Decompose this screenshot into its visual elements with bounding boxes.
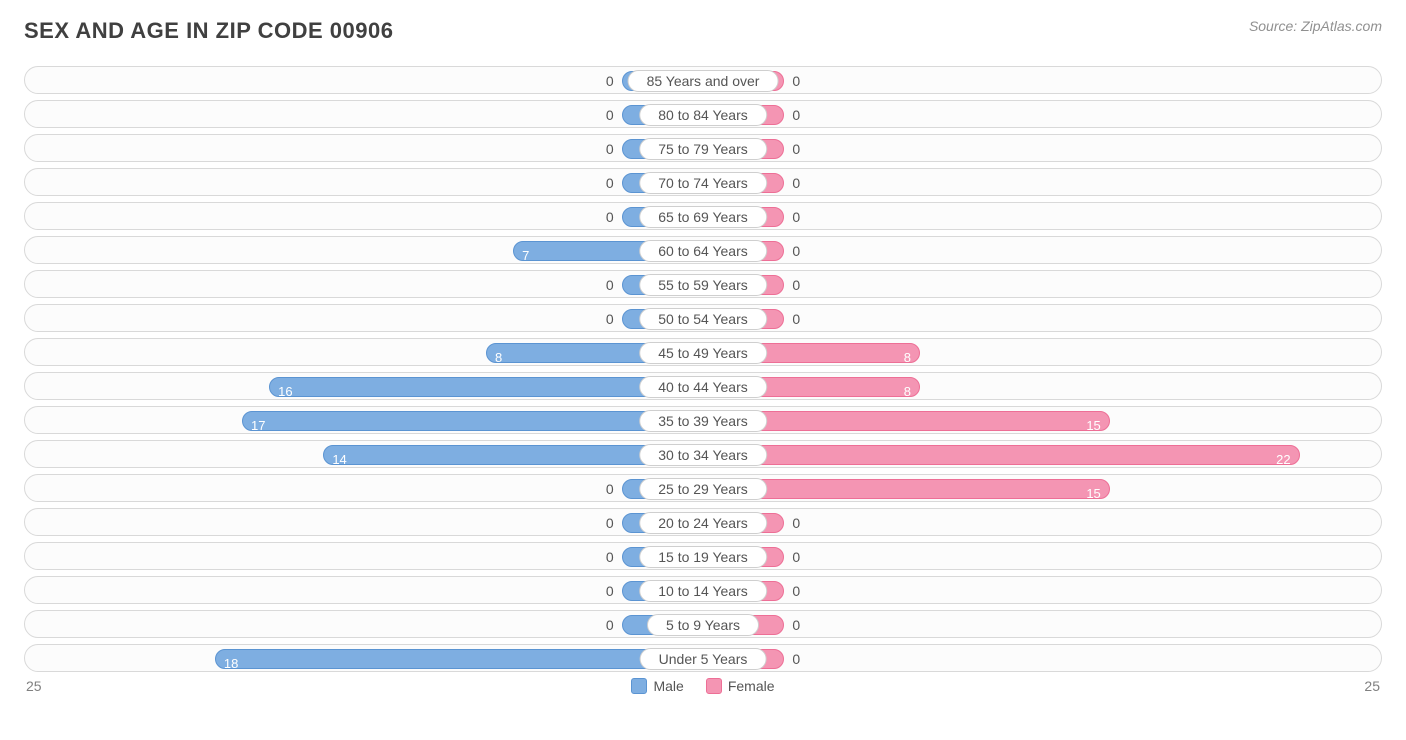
female-value: 0 [792,207,800,227]
age-row: 0 0 75 to 79 Years [24,134,1382,162]
axis-right-max: 25 [1364,678,1380,694]
male-value: 8 [495,348,502,368]
age-label: 80 to 84 Years [639,104,767,126]
male-value: 17 [251,416,265,436]
female-value: 0 [792,615,800,635]
age-label: 30 to 34 Years [639,444,767,466]
age-label: 45 to 49 Years [639,342,767,364]
male-value: 16 [278,382,292,402]
legend-swatch-male [631,678,647,694]
female-value: 0 [792,581,800,601]
male-value: 0 [606,275,614,295]
age-row: 0 0 80 to 84 Years [24,100,1382,128]
age-label: 20 to 24 Years [639,512,767,534]
legend-male: Male [631,678,683,694]
age-label: 40 to 44 Years [639,376,767,398]
male-value: 0 [606,207,614,227]
age-row: 8 8 45 to 49 Years [24,338,1382,366]
age-label: 25 to 29 Years [639,478,767,500]
female-value: 0 [792,649,800,669]
chart-legend: Male Female [631,678,774,694]
male-value: 0 [606,547,614,567]
male-value: 0 [606,479,614,499]
age-label: 65 to 69 Years [639,206,767,228]
age-label: 70 to 74 Years [639,172,767,194]
legend-label-female: Female [728,678,775,694]
female-value: 15 [1086,416,1100,436]
age-row: 17 15 35 to 39 Years [24,406,1382,434]
female-value: 0 [792,547,800,567]
male-value: 0 [606,71,614,91]
age-row: 0 0 55 to 59 Years [24,270,1382,298]
chart-header: SEX AND AGE IN ZIP CODE 00906 Source: Zi… [24,18,1382,44]
chart-source: Source: ZipAtlas.com [1249,18,1382,34]
female-value: 0 [792,309,800,329]
age-row: 0 15 25 to 29 Years [24,474,1382,502]
age-label: 75 to 79 Years [639,138,767,160]
axis-left-max: 25 [26,678,42,694]
age-label: 50 to 54 Years [639,308,767,330]
male-value: 0 [606,615,614,635]
female-value: 22 [1276,450,1290,470]
age-row: 16 8 40 to 44 Years [24,372,1382,400]
male-value: 7 [522,246,529,266]
male-bar: 18 [215,649,703,669]
age-label: 10 to 14 Years [639,580,767,602]
age-label: 15 to 19 Years [639,546,767,568]
female-value: 0 [792,71,800,91]
male-value: 0 [606,581,614,601]
male-value: 18 [224,654,238,674]
age-row: 0 0 20 to 24 Years [24,508,1382,536]
female-value: 0 [792,173,800,193]
male-value: 0 [606,105,614,125]
age-row: 0 0 10 to 14 Years [24,576,1382,604]
age-row: 0 0 70 to 74 Years [24,168,1382,196]
male-value: 0 [606,173,614,193]
male-bar: 16 [269,377,703,397]
female-value: 8 [904,382,911,402]
age-label: Under 5 Years [640,648,767,670]
age-label: 5 to 9 Years [647,614,759,636]
legend-female: Female [706,678,775,694]
female-value: 0 [792,241,800,261]
female-value: 0 [792,275,800,295]
age-row: 7 0 60 to 64 Years [24,236,1382,264]
age-label: 55 to 59 Years [639,274,767,296]
age-row: 18 0 Under 5 Years [24,644,1382,672]
female-value: 0 [792,513,800,533]
age-label: 35 to 39 Years [639,410,767,432]
age-row: 0 0 65 to 69 Years [24,202,1382,230]
female-value: 15 [1086,484,1100,504]
age-row: 0 0 5 to 9 Years [24,610,1382,638]
population-pyramid: 0085 Years and over0080 to 84 Years0075 … [24,66,1382,672]
age-row: 0 0 85 Years and over [24,66,1382,94]
age-row: 0 0 50 to 54 Years [24,304,1382,332]
age-row: 0 0 15 to 19 Years [24,542,1382,570]
male-value: 14 [332,450,346,470]
age-row: 142230 to 34 Years [24,440,1382,468]
age-label: 85 Years and over [628,70,779,92]
female-value: 0 [792,105,800,125]
chart-title: SEX AND AGE IN ZIP CODE 00906 [24,18,393,44]
male-value: 0 [606,139,614,159]
female-value: 0 [792,139,800,159]
female-bar: 22 [703,445,1300,465]
male-value: 0 [606,513,614,533]
female-value: 8 [904,348,911,368]
legend-label-male: Male [653,678,683,694]
male-value: 0 [606,309,614,329]
age-label: 60 to 64 Years [639,240,767,262]
chart-footer: 25 Male Female 25 [24,678,1382,694]
male-bar: 17 [242,411,703,431]
legend-swatch-female [706,678,722,694]
